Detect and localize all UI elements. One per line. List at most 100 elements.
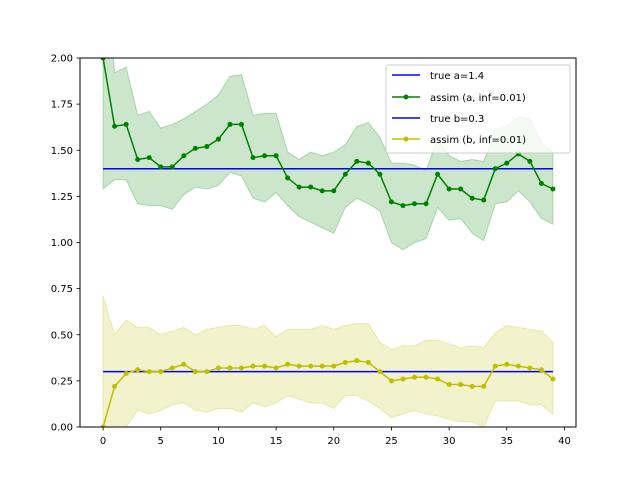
- legend-label-true-b: true b=0.3: [430, 114, 484, 125]
- data-point-assim-a-inf-0-01-10: [215, 136, 221, 142]
- data-point-assim-b-inf-0-01-24: [377, 369, 383, 375]
- data-point-assim-a-inf-0-01-21: [342, 171, 348, 177]
- data-point-assim-b-inf-0-01-20: [331, 363, 337, 369]
- data-point-assim-a-inf-0-01-20: [331, 188, 337, 194]
- x-tick-label: 40: [558, 436, 571, 447]
- data-point-assim-a-inf-0-01-31: [458, 186, 464, 192]
- legend-label-assim-b: assim (b, inf=0.01): [430, 135, 526, 146]
- data-point-assim-b-inf-0-01-26: [400, 376, 406, 382]
- data-point-assim-a-inf-0-01-23: [365, 160, 371, 166]
- data-point-assim-a-inf-0-01-3: [135, 156, 141, 162]
- data-point-assim-a-inf-0-01-2: [123, 121, 129, 127]
- series-band-assim-b-inf-0-01: [102, 295, 554, 427]
- data-point-assim-a-inf-0-01-24: [377, 171, 383, 177]
- x-axis-ticks: 0 5 10 15 20 25 30 35 40: [100, 427, 571, 447]
- data-point-assim-b-inf-0-01-13: [250, 363, 256, 369]
- data-point-assim-a-inf-0-01-28: [423, 201, 429, 207]
- y-tick-label: 0.75: [51, 284, 73, 295]
- data-point-assim-b-inf-0-01-8: [192, 369, 198, 375]
- data-point-assim-b-inf-0-01-14: [262, 363, 268, 369]
- y-tick-label: 1.00: [51, 238, 73, 249]
- data-point-assim-b-inf-0-01-29: [435, 376, 441, 382]
- data-point-assim-b-inf-0-01-37: [527, 365, 533, 371]
- data-point-assim-a-inf-0-01-13: [250, 155, 256, 161]
- data-point-assim-b-inf-0-01-30: [446, 382, 452, 388]
- data-point-assim-a-inf-0-01-5: [158, 164, 164, 170]
- data-point-assim-b-inf-0-01-1: [112, 383, 118, 389]
- data-point-assim-b-inf-0-01-35: [504, 361, 510, 367]
- data-point-assim-b-inf-0-01-4: [146, 369, 152, 375]
- data-point-assim-a-inf-0-01-34: [492, 166, 498, 172]
- x-tick-label: 30: [443, 436, 456, 447]
- y-tick-label: 1.25: [51, 192, 73, 203]
- x-tick-label: 35: [500, 436, 513, 447]
- x-tick-label: 10: [212, 436, 225, 447]
- legend-label-true-a: true a=1.4: [430, 71, 484, 82]
- series-lines: [102, 58, 554, 427]
- y-axis-ticks: 0.00 0.25 0.50 0.75 1.00 1.25 1.50 1.75 2.00: [51, 54, 80, 434]
- data-point-assim-b-inf-0-01-23: [365, 359, 371, 365]
- data-point-assim-a-inf-0-01-22: [354, 158, 360, 164]
- legend-label-assim-a: assim (a, inf=0.01): [430, 93, 526, 104]
- data-point-assim-b-inf-0-01-10: [215, 365, 221, 371]
- data-point-assim-a-inf-0-01-14: [262, 153, 268, 159]
- data-point-assim-a-inf-0-01-26: [400, 203, 406, 209]
- series-line-assim-b-inf-0-01: [102, 359, 554, 427]
- data-point-assim-b-inf-0-01-18: [308, 363, 314, 369]
- data-point-assim-b-inf-0-01-34: [492, 363, 498, 369]
- y-tick-label: 0.00: [51, 423, 73, 434]
- series-line-assim-a-inf-0-01: [102, 58, 554, 207]
- series-markers: [100, 58, 556, 427]
- data-point-assim-b-inf-0-01-16: [285, 361, 291, 367]
- data-point-assim-a-inf-0-01-11: [227, 121, 233, 127]
- uncertainty-bands: [102, 58, 554, 427]
- x-tick-label: 5: [158, 436, 164, 447]
- data-point-assim-a-inf-0-01-7: [181, 153, 187, 159]
- data-point-assim-b-inf-0-01-5: [158, 369, 164, 375]
- y-tick-label: 1.50: [51, 146, 73, 157]
- data-point-assim-a-inf-0-01-17: [296, 184, 302, 190]
- data-point-assim-a-inf-0-01-39: [550, 186, 556, 192]
- y-tick-label: 2.00: [51, 54, 73, 65]
- data-point-assim-b-inf-0-01-9: [204, 369, 210, 375]
- data-point-assim-b-inf-0-01-7: [181, 361, 187, 367]
- data-point-assim-b-inf-0-01-19: [319, 363, 325, 369]
- data-point-assim-b-inf-0-01-27: [412, 374, 418, 380]
- data-point-assim-b-inf-0-01-25: [388, 378, 394, 384]
- y-tick-label: 1.75: [51, 100, 73, 111]
- data-point-assim-a-inf-0-01-19: [319, 188, 325, 194]
- data-point-assim-b-inf-0-01-39: [550, 376, 556, 382]
- data-point-assim-b-inf-0-01-11: [227, 365, 233, 371]
- legend-box: [385, 64, 571, 154]
- data-point-assim-a-inf-0-01-35: [504, 160, 510, 166]
- legend-marker-assim-a: [403, 94, 409, 100]
- data-point-assim-b-inf-0-01-21: [342, 359, 348, 365]
- x-tick-label: 25: [385, 436, 398, 447]
- data-point-assim-b-inf-0-01-15: [273, 365, 279, 371]
- data-point-assim-a-inf-0-01-0: [100, 58, 106, 61]
- data-point-assim-b-inf-0-01-2: [123, 371, 129, 376]
- data-point-assim-a-inf-0-01-37: [527, 158, 533, 164]
- legend: true a=1.4 assim (a, inf=0.01) true b=0.…: [385, 64, 571, 154]
- data-point-assim-b-inf-0-01-3: [135, 367, 141, 373]
- data-point-assim-b-inf-0-01-31: [458, 382, 464, 388]
- data-point-assim-b-inf-0-01-33: [481, 383, 487, 389]
- data-point-assim-a-inf-0-01-1: [112, 123, 118, 129]
- data-point-assim-a-inf-0-01-4: [146, 155, 152, 161]
- y-tick-label: 0.50: [51, 330, 73, 341]
- data-point-assim-a-inf-0-01-9: [204, 144, 210, 150]
- data-point-assim-a-inf-0-01-30: [446, 186, 452, 192]
- data-point-assim-a-inf-0-01-6: [169, 164, 175, 170]
- x-tick-label: 20: [327, 436, 340, 447]
- x-tick-label: 0: [100, 436, 106, 447]
- data-point-assim-a-inf-0-01-29: [435, 171, 441, 177]
- data-point-assim-b-inf-0-01-22: [354, 358, 360, 364]
- data-point-assim-b-inf-0-01-0: [100, 424, 106, 427]
- data-point-assim-b-inf-0-01-38: [538, 367, 544, 373]
- data-point-assim-a-inf-0-01-12: [238, 121, 244, 127]
- data-point-assim-b-inf-0-01-17: [296, 363, 302, 369]
- data-point-assim-b-inf-0-01-28: [423, 374, 429, 380]
- series-band-assim-a-inf-0-01: [102, 58, 554, 251]
- data-point-assim-b-inf-0-01-6: [169, 365, 175, 371]
